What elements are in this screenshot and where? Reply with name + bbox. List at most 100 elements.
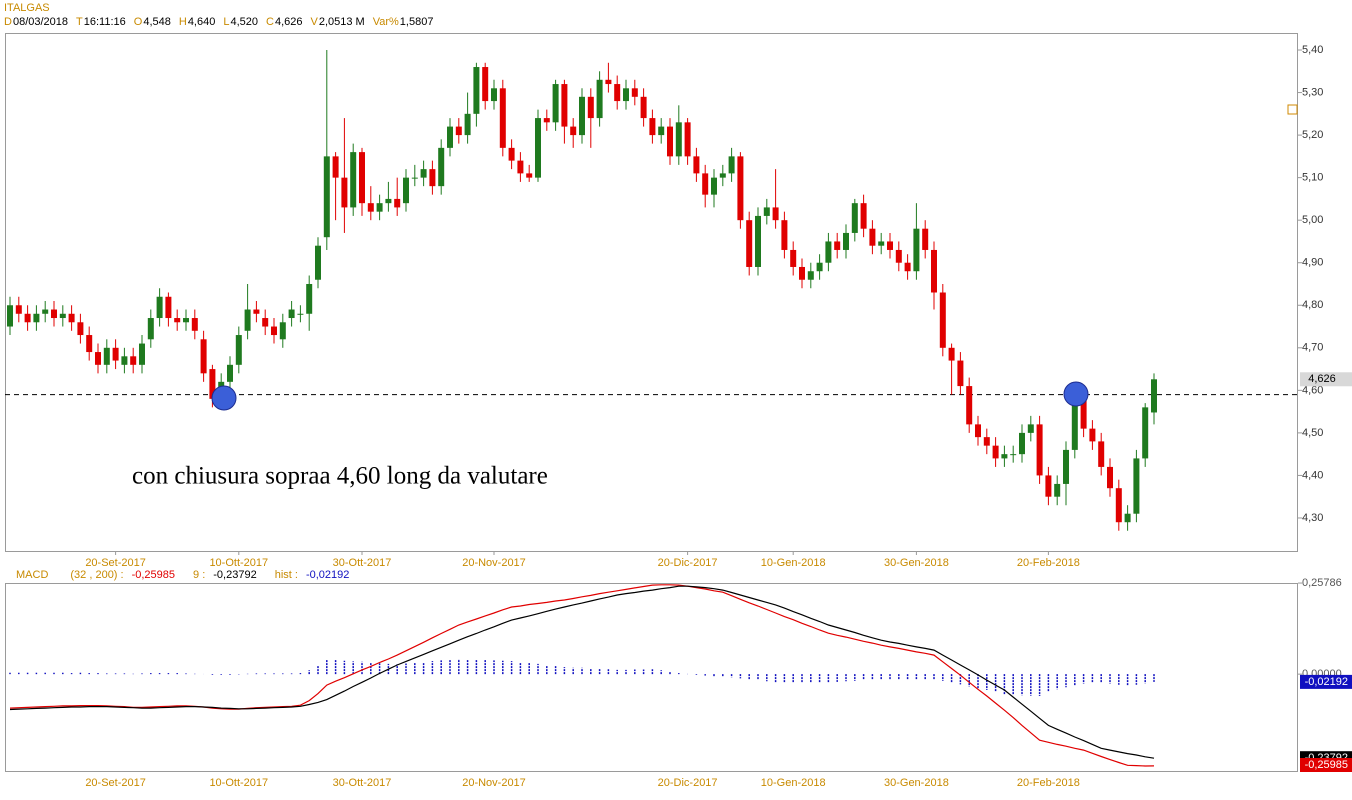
candle-body xyxy=(33,313,40,323)
candle-body xyxy=(350,152,357,208)
candle-body xyxy=(447,126,453,148)
field-label: V xyxy=(310,16,318,28)
y-tick-label: 4,90 xyxy=(1302,257,1323,269)
candle-body xyxy=(869,228,876,246)
candle-body xyxy=(913,228,920,272)
x-tick-label: 20-Nov-2017 xyxy=(462,777,526,789)
candle-body xyxy=(807,271,814,280)
candle-body xyxy=(983,437,990,446)
x-tick-label: 30-Gen-2018 xyxy=(884,777,949,789)
candle-body xyxy=(1010,454,1017,456)
candle-body xyxy=(887,241,893,250)
y-tick-label: 4,40 xyxy=(1302,469,1323,481)
field-value: 1,5807 xyxy=(400,16,434,28)
candle-body xyxy=(746,220,753,267)
legend-value: -0,02192 xyxy=(306,569,349,581)
candle-body xyxy=(922,228,929,250)
field-value: 4,626 xyxy=(275,16,303,28)
candle-body xyxy=(1151,379,1157,413)
y-tick-label: 5,30 xyxy=(1302,86,1323,98)
legend-title: MACD xyxy=(16,569,48,581)
candle-body xyxy=(112,347,119,361)
candle-body xyxy=(315,245,321,280)
scroll-marker[interactable] xyxy=(1287,104,1298,115)
annotation: con chiusura sopraa 4,60 long da valutar… xyxy=(132,463,548,490)
y-tick-label: 4,70 xyxy=(1302,342,1323,354)
candle-body xyxy=(719,173,726,178)
macd-line xyxy=(9,585,1155,759)
last-value-label: -0,02192 xyxy=(1305,676,1348,688)
candle-body xyxy=(438,147,445,187)
plot-layer xyxy=(7,50,1157,767)
x-tick-label: 10-Gen-2018 xyxy=(761,777,826,789)
y-tick-label: 0,25786 xyxy=(1302,577,1342,589)
candle-body xyxy=(271,326,277,336)
candle-body xyxy=(323,156,330,238)
ticker: ITALGAS xyxy=(4,2,50,14)
highlight-circle xyxy=(1063,381,1089,407)
candle-body xyxy=(702,173,709,195)
candle-body xyxy=(1089,428,1096,442)
candle-body xyxy=(904,262,911,272)
candle-body xyxy=(658,126,665,136)
highlight-circle xyxy=(211,385,237,411)
candle-body xyxy=(816,262,823,272)
candle-body xyxy=(51,309,57,319)
candle-body xyxy=(755,215,761,267)
candle-body xyxy=(7,305,13,327)
candle-body xyxy=(957,360,964,387)
candle-body xyxy=(781,220,788,250)
candle-body xyxy=(385,198,392,204)
x-tick-label: 10-Ott-2017 xyxy=(209,777,268,789)
x-tick-label: 20-Set-2017 xyxy=(85,777,146,789)
candle-body xyxy=(235,335,242,365)
candle-body xyxy=(403,177,409,204)
candle-body xyxy=(253,309,260,314)
candle-body xyxy=(552,84,559,123)
last-price-label: 4,626 xyxy=(1308,373,1336,385)
candle-body xyxy=(1080,394,1087,429)
top-layer: ITALGAS D 08/03/2018 T 16:11:16 O 4,548 H 4,640 L… xyxy=(4,2,1352,789)
candle-body xyxy=(147,318,154,340)
candle-body xyxy=(878,241,885,246)
x-tick-label: 30-Ott-2017 xyxy=(333,777,392,789)
candle-body xyxy=(992,445,999,459)
x-tick-label: 10-Gen-2018 xyxy=(761,557,826,569)
candle-body xyxy=(508,147,515,161)
candle-body xyxy=(332,156,339,178)
candle-body xyxy=(1045,475,1052,497)
candle-body xyxy=(966,386,973,425)
candle-body xyxy=(130,356,137,365)
last-price-box xyxy=(1300,372,1352,387)
field-label: D xyxy=(4,16,12,28)
candle-body xyxy=(931,249,937,293)
candle-body xyxy=(411,177,418,179)
x-tick-label: 30-Gen-2018 xyxy=(884,557,949,569)
candle-body xyxy=(359,152,365,204)
candle-body xyxy=(1054,483,1061,497)
candle-body xyxy=(95,352,101,365)
candle-body xyxy=(464,113,471,136)
x-tick-label: 20-Feb-2018 xyxy=(1017,777,1080,789)
candle-body xyxy=(526,173,533,178)
candle-body xyxy=(455,126,462,136)
candle-body xyxy=(341,177,348,208)
candle-body xyxy=(1098,441,1105,467)
candle-body xyxy=(394,198,401,208)
field-label: C xyxy=(266,16,274,28)
legend-value: -0,25985 xyxy=(132,569,175,581)
candle-body xyxy=(631,88,638,97)
x-tick-label: 20-Dic-2017 xyxy=(658,557,718,569)
y-tick-label: 5,10 xyxy=(1302,172,1323,184)
field-value: 4,548 xyxy=(143,16,171,28)
x-tick-label: 20-Set-2017 xyxy=(85,557,146,569)
candle-body xyxy=(473,67,480,114)
y-tick-label: 4,60 xyxy=(1302,384,1323,396)
candle-body xyxy=(139,343,145,365)
candle-body xyxy=(790,249,797,267)
last-value-box xyxy=(1300,674,1352,689)
